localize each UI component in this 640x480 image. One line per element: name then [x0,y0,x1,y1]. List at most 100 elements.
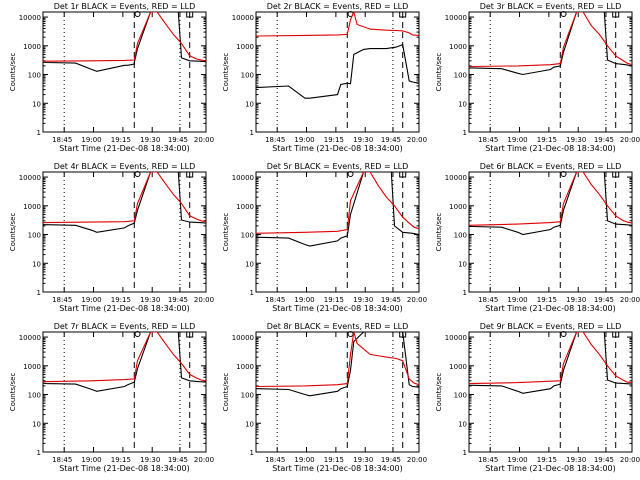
x-tick-label: 20:00 [407,136,427,144]
x-tick-label: 19:15 [537,456,557,464]
panel-title: Det 2r BLACK = Events, RED = LLD [267,2,409,11]
y-tick-label: 1 [463,129,467,137]
series-lld-line [256,332,419,388]
peak-marker-circle [560,171,567,177]
series-lld-line [469,172,632,226]
x-tick-label: 19:15 [324,296,344,304]
series-events-line [256,172,419,247]
series-lld-line [469,12,632,68]
panel-det-4: Det 4r BLACK = Events, RED = LLD 1 10 100 10… [9,162,214,313]
x-tick-label: 19:45 [381,136,401,144]
y-tick-label: 100 [241,392,254,400]
y-tick-label: 10 [245,260,254,268]
plot-frame [255,171,420,293]
y-tick-label: 10 [458,420,467,428]
x-tick-label: 19:00 [294,136,314,144]
panel-title: Det 4r BLACK = Events, RED = LLD [54,162,196,171]
x-axis-label: Start Time (21-Dec-08 18:34:00) [485,304,616,313]
panel-det-7: Det 7r BLACK = Events, RED = LLD 1 10 100 10… [9,322,214,473]
series-events-line [43,332,206,392]
x-tick-label: 18:45 [478,456,498,464]
plot-frame [42,171,207,293]
x-tick-label: 19:45 [594,296,614,304]
series-events-line [43,172,206,233]
x-tick-label: 19:45 [381,456,401,464]
x-tick-label: 18:45 [265,456,285,464]
y-tick-label: 100 [28,72,41,80]
y-tick-label: 1000 [449,203,467,211]
series-lld-line [469,332,632,385]
y-tick-label: 10 [245,420,254,428]
y-tick-label: 1000 [23,43,41,51]
y-tick-label: 100 [454,72,467,80]
y-tick-label: 1000 [449,43,467,51]
end-marker-square [399,171,407,178]
series-lld-line [256,12,419,37]
end-marker-square [612,331,620,338]
x-tick-label: 20:00 [194,136,214,144]
x-tick-label: 19:30 [566,296,586,304]
x-tick-label: 19:30 [140,136,160,144]
x-tick-label: 19:00 [81,296,101,304]
x-tick-label: 19:00 [81,136,101,144]
y-tick-label: 100 [28,232,41,240]
series-lld-line [43,172,206,224]
y-tick-label: 1 [250,129,254,137]
peak-marker-circle [134,11,141,17]
y-tick-label: 1 [463,289,467,297]
x-tick-label: 19:30 [566,456,586,464]
x-tick-label: 19:00 [81,456,101,464]
x-tick-label: 20:00 [194,456,214,464]
y-tick-label: 10 [32,260,41,268]
panel-det-9: Det 9r BLACK = Events, RED = LLD 1 10 100 10… [435,322,640,473]
x-tick-label: 20:00 [620,456,640,464]
y-tick-label: 1000 [236,43,254,51]
y-tick-label: 1 [463,449,467,457]
panel-title: Det 8r BLACK = Events, RED = LLD [267,322,409,331]
y-tick-label: 100 [241,232,254,240]
x-tick-label: 19:00 [294,456,314,464]
peak-marker-circle [347,171,354,177]
panel-det-1: Det 1r BLACK = Events, RED = LLD 1 10 100 10… [9,2,214,153]
y-tick-label: 1000 [23,363,41,371]
y-axis-label: Counts/sec [9,213,17,252]
x-tick-label: 20:00 [194,296,214,304]
end-marker-square [186,331,194,338]
peak-marker-circle [134,171,141,177]
x-tick-label: 19:45 [168,136,188,144]
end-marker-square [399,11,407,18]
y-tick-label: 1 [250,449,254,457]
y-axis-label: Counts/sec [222,213,230,252]
x-axis-label: Start Time (21-Dec-08 18:34:00) [59,304,190,313]
y-tick-label: 100 [241,72,254,80]
plot-frame [255,331,420,453]
y-tick-label: 10 [458,100,467,108]
x-tick-label: 19:30 [140,296,160,304]
y-tick-label: 10000 [445,334,467,342]
y-tick-label: 10 [32,420,41,428]
x-tick-label: 20:00 [620,296,640,304]
panel-title: Det 1r BLACK = Events, RED = LLD [54,2,196,11]
series-lld-line [43,332,206,383]
x-tick-label: 18:45 [52,136,72,144]
y-axis-label: Counts/sec [222,373,230,412]
x-tick-label: 18:45 [265,296,285,304]
x-tick-label: 19:45 [381,296,401,304]
x-tick-label: 19:00 [507,456,527,464]
plot-frame [468,331,633,453]
x-tick-label: 19:15 [324,456,344,464]
x-tick-label: 18:45 [478,296,498,304]
x-axis-label: Start Time (21-Dec-08 18:34:00) [272,144,403,153]
series-events-line [256,43,419,99]
end-marker-square [186,11,194,18]
x-tick-label: 20:00 [407,456,427,464]
x-axis-label: Start Time (21-Dec-08 18:34:00) [485,464,616,473]
x-tick-label: 19:45 [594,136,614,144]
series-lld-line [43,12,206,62]
y-tick-label: 1000 [236,203,254,211]
y-tick-label: 1000 [236,363,254,371]
end-marker-square [612,11,620,18]
series-lld-line [256,172,419,234]
panel-title: Det 5r BLACK = Events, RED = LLD [267,162,409,171]
x-axis-label: Start Time (21-Dec-08 18:34:00) [59,144,190,153]
